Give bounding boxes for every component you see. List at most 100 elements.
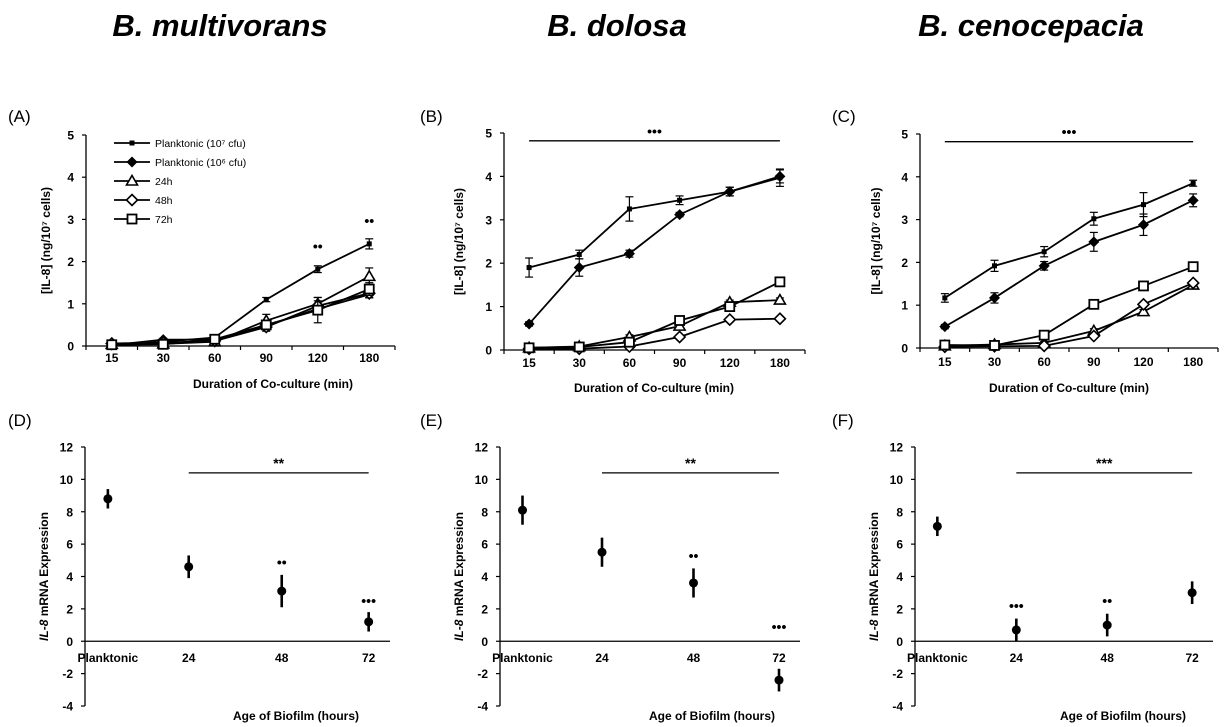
data-point [1141,202,1146,208]
data-point [1136,297,1151,311]
y-tick-label: 12 [890,441,904,455]
y-tick-label: 2 [67,255,74,269]
x-tick-label: 180 [1183,355,1203,369]
data-point [939,339,951,351]
significance-mark: ••• [361,593,376,609]
data-point [573,341,585,353]
data-point [1037,339,1051,353]
data-point [573,262,585,274]
data-point [1190,180,1196,186]
x-tick-label: 24 [182,651,196,665]
data-point [1187,261,1199,273]
y-tick-label: 2 [896,602,903,616]
series-line [111,243,370,347]
x-tick-label: 24 [1010,651,1024,665]
x-axis-title: Duration of Co-culture (min) [574,381,734,395]
x-tick-label: Planktonic [78,651,139,665]
data-point [989,340,1000,351]
legend-entry: 72h [155,214,173,226]
series-diamond-filled [523,169,786,330]
data-point [689,578,698,588]
significance-label: ••• [647,123,662,139]
y-tick-label: 4 [896,570,903,584]
x-tick-label: 120 [1133,355,1153,369]
data-point [362,269,377,282]
y-tick-label: 2 [485,257,492,271]
y-axis-title-gene: IL-8 [452,619,466,641]
series-line [111,288,370,346]
data-point [1041,249,1047,255]
y-tick-label: -2 [62,667,73,681]
data-point [263,297,269,303]
x-tick-label: 15 [938,355,952,369]
y-tick-label: -2 [477,667,488,681]
y-axis-title-rest: mRNA Expression [37,512,51,620]
y-axis-title: IL-8 mRNA Expression [37,512,51,641]
y-axis-title: [IL-8] (ng/10⁷ cells) [452,188,466,295]
data-point [1091,216,1097,222]
data-point [366,241,372,247]
significance-label: ** [685,455,696,471]
y-axis-title-gene: IL-8 [867,619,881,641]
legend-marker [125,173,139,186]
panel-label: (A) [8,107,31,126]
x-tick-label: 72 [362,651,376,665]
x-tick-label: 90 [1087,355,1101,369]
series-triangle-open [522,292,787,353]
significance-mark: •• [1102,593,1112,609]
y-tick-label: 4 [901,170,908,184]
x-tick-label: 24 [595,651,609,665]
y-tick-label: 12 [475,441,489,455]
significance-label: ••• [1062,124,1077,140]
legend-marker [126,156,138,168]
data-point [992,263,997,269]
y-tick-label: 0 [901,342,908,356]
y-axis-title-gene: IL-8 [37,619,51,641]
series-line [529,299,780,349]
x-tick-label: 90 [260,351,274,365]
series-small-square [525,168,784,278]
x-tick-label: 120 [720,356,740,370]
y-axis-title: IL-8 mRNA Expression [452,512,466,641]
y-tick-label: 1 [901,299,908,313]
data-point [724,301,736,313]
y-axis-title-rest: mRNA Expression [452,512,466,620]
series-diamond-filled [106,289,375,351]
data-point [774,675,784,685]
data-point [774,170,786,182]
y-tick-label: 0 [485,344,492,358]
panel-a: (A) 0 1 2 3 4 5 15 30 60 90 120 180 Duration of Co-cu… [8,107,396,391]
y-tick-label: 4 [67,171,74,185]
significance-mark: •• [689,547,699,563]
data-point [1187,588,1197,598]
species-title-dolosa: B. dolosa [547,8,687,43]
data-point [518,505,527,515]
data-point [1088,298,1100,310]
data-point [939,321,951,333]
data-point [932,521,942,531]
series-small-square [940,179,1198,303]
x-tick-label: 120 [308,351,328,365]
x-axis-title: Age of Biofilm (hours) [233,709,359,723]
series-line [944,284,1194,347]
y-tick-label: -2 [892,667,903,681]
data-point [1187,194,1199,206]
x-tick-label: 48 [275,651,289,665]
data-point [1138,219,1149,231]
x-axis-title: Duration of Co-culture (min) [193,377,353,391]
data-point [723,312,737,327]
data-point [1038,260,1050,272]
series-line [944,282,1194,348]
x-tick-label: 15 [522,356,536,370]
panel-label: (D) [8,411,32,430]
x-axis-title: Duration of Co-culture (min) [989,381,1149,395]
panel-c: (C) 0 1 2 3 4 5 15 30 60 90 120 180 Duration of Co-cu… [832,107,1219,395]
series-triangle-open [937,277,1201,351]
x-tick-label: 48 [687,651,701,665]
y-tick-label: -4 [892,700,903,714]
y-tick-label: 2 [481,602,488,616]
data-point [277,586,287,596]
data-point [312,304,324,316]
